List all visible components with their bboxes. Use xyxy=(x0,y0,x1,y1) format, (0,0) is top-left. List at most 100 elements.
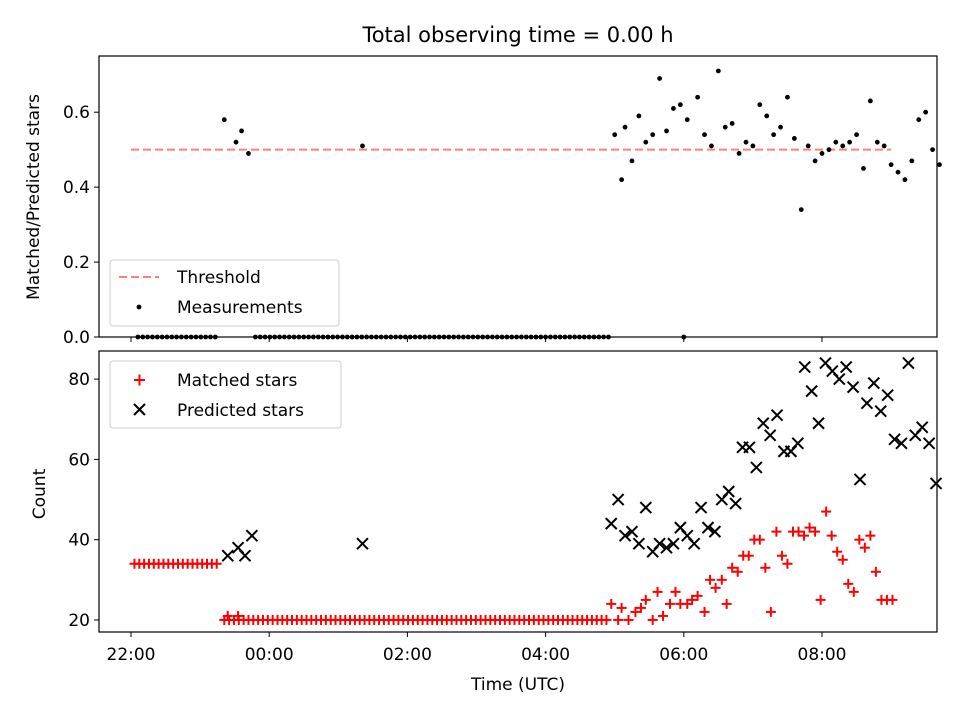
matched-stars-point xyxy=(635,602,646,613)
top-y-ticks: 0.0 0.2 0.4 0.6 xyxy=(63,103,99,348)
measurements-point xyxy=(671,106,676,111)
measurements-point xyxy=(629,158,635,164)
top-y-axis-label: Matched/Predicted stars xyxy=(24,94,44,300)
legend-measurements-label: Measurements xyxy=(177,298,303,318)
predicted-stars-point xyxy=(618,529,632,542)
bottom-legend: Matched stars Predicted stars xyxy=(109,360,342,429)
bottom-axes-frame xyxy=(98,350,938,633)
predicted-stars-point xyxy=(605,517,618,530)
bottom-y-tick-label: 20 xyxy=(68,611,90,631)
matched-stars-point xyxy=(826,530,837,541)
measurements-point xyxy=(916,117,922,123)
measurements-point xyxy=(812,158,818,164)
matched-stars-point xyxy=(843,578,854,589)
top-axes-frame xyxy=(98,55,938,338)
predicted-stars-point xyxy=(763,429,777,442)
matched-stars-point xyxy=(630,606,641,617)
predicted-stars-point xyxy=(770,409,784,422)
measurements-point xyxy=(937,162,942,168)
predicted-stars-point xyxy=(356,537,369,550)
predicted-stars-point xyxy=(895,437,908,450)
measurements-point xyxy=(819,151,825,156)
matched-stars-point xyxy=(601,614,612,625)
predicted-stars-point xyxy=(611,493,625,506)
predicted-stars-point xyxy=(729,497,742,510)
top-x-ticks xyxy=(130,337,823,342)
measurements-point xyxy=(233,139,239,145)
predicted-stars-point xyxy=(867,376,881,390)
measurements-point xyxy=(360,143,365,149)
measurements-point xyxy=(664,128,669,134)
bottom-y-ticks: 20 40 60 80 xyxy=(68,370,99,631)
matched-stars-point xyxy=(859,542,870,553)
measurements-point xyxy=(930,147,935,153)
bottom-marks xyxy=(129,356,943,625)
matched-stars-point xyxy=(613,614,624,625)
matched-stars-point xyxy=(710,582,721,593)
bottom-x-ticks: 22:00 00:00 02:00 04:00 06:00 08:00 xyxy=(107,632,847,665)
measurements-point xyxy=(722,124,728,130)
predicted-stars-point xyxy=(750,461,763,474)
top-marks xyxy=(131,68,942,340)
predicted-stars-point xyxy=(929,477,943,490)
legend-matched-swatch xyxy=(134,374,145,386)
predicted-stars-point xyxy=(694,501,708,514)
x-axis-label: Time (UTC) xyxy=(470,675,565,695)
matched-stars-point xyxy=(832,546,843,557)
matched-stars-point xyxy=(837,554,848,565)
x-tick-label: 02:00 xyxy=(383,645,432,665)
measurements-point xyxy=(771,132,777,138)
predicted-stars-point xyxy=(922,437,936,450)
measurements-point xyxy=(709,143,714,149)
matched-stars-point xyxy=(732,566,743,577)
measurements-point xyxy=(695,94,701,100)
measurements-point xyxy=(677,102,683,108)
measurements-point xyxy=(854,132,859,138)
measurements-point xyxy=(246,151,251,156)
matched-stars-point xyxy=(640,594,651,605)
measurements-point xyxy=(619,177,625,183)
measurements-point xyxy=(840,143,846,149)
measurements-point xyxy=(902,177,908,183)
predicted-stars-point xyxy=(708,525,722,538)
measurements-point xyxy=(764,113,770,119)
predicted-stars-point xyxy=(798,360,811,374)
measurements-point xyxy=(736,151,742,156)
matched-stars-point xyxy=(687,594,698,605)
measurements-point xyxy=(643,139,649,145)
matched-stars-point xyxy=(616,602,627,613)
matched-stars-point xyxy=(743,550,754,561)
predicted-stars-point xyxy=(743,441,756,454)
predicted-stars-point xyxy=(660,541,673,554)
measurements-point xyxy=(909,158,915,164)
predicted-stars-point xyxy=(881,388,894,402)
chart-title: Total observing time = 0.00 h xyxy=(361,23,673,47)
matched-stars-point xyxy=(793,526,804,537)
matched-stars-point xyxy=(804,522,815,533)
measurements-point xyxy=(636,113,642,119)
predicted-stars-point xyxy=(238,549,252,562)
bottom-y-tick-label: 80 xyxy=(68,370,90,390)
measurements-point xyxy=(923,109,929,115)
measurements-point xyxy=(743,139,749,145)
matched-stars-point xyxy=(705,574,716,585)
matched-stars-point xyxy=(821,506,832,517)
predicted-stars-point xyxy=(888,433,901,446)
predicted-stars-point xyxy=(812,417,825,430)
matched-stars-point xyxy=(211,558,222,569)
matched-stars-point xyxy=(647,614,658,625)
predicted-stars-point xyxy=(833,372,846,386)
predicted-stars-point xyxy=(667,537,680,550)
matched-stars-point xyxy=(771,526,782,537)
measurements-point xyxy=(702,132,707,138)
x-tick-label: 04:00 xyxy=(521,645,570,665)
legend-predicted-label: Predicted stars xyxy=(177,401,304,421)
predicted-stars-point xyxy=(687,537,701,550)
predicted-stars-point xyxy=(874,405,887,418)
predicted-stars-point xyxy=(653,537,666,550)
matched-stars-point xyxy=(652,586,663,597)
predicted-stars-point xyxy=(701,521,715,534)
measurements-point xyxy=(881,143,887,149)
matched-stars-point xyxy=(670,586,681,597)
matched-stars-point xyxy=(782,558,793,569)
